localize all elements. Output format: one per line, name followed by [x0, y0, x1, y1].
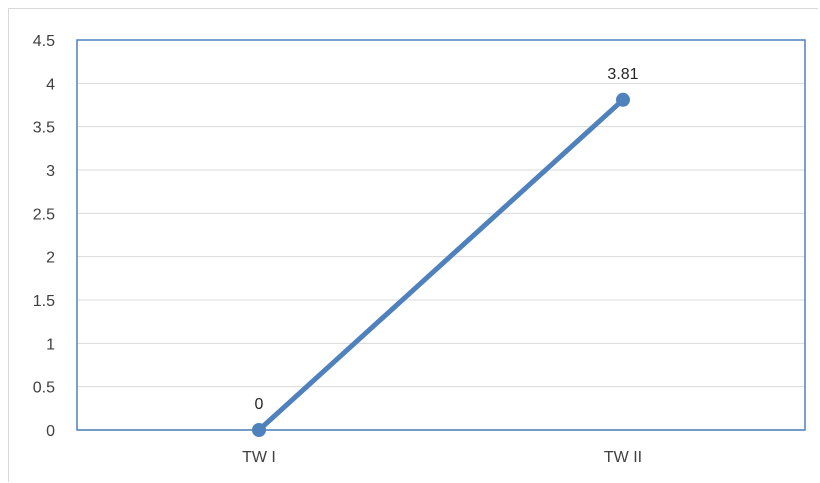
x-tick-label: TW II	[604, 449, 642, 466]
data-label: 3.81	[607, 66, 638, 83]
x-tick-label: TW I	[242, 449, 276, 466]
series-layer	[252, 92, 630, 437]
y-tick-label: 0.5	[33, 380, 55, 397]
plot-area-border	[76, 39, 806, 431]
y-tick-label: 3.5	[33, 120, 55, 137]
data-label: 0	[255, 396, 264, 413]
y-axis-ticks: 0 0.5 1 1.5 2 2.5 3 3.5 4 4.5	[33, 33, 55, 440]
y-tick-label: 2.5	[33, 206, 55, 223]
gridlines	[77, 82, 805, 431]
chart-frame	[8, 8, 818, 482]
y-tick-label: 1	[46, 336, 55, 353]
y-tick-label: 4.5	[33, 33, 55, 50]
data-point	[616, 92, 630, 107]
x-axis-ticks: TW I TW II	[242, 449, 642, 466]
y-tick-label: 4	[46, 76, 55, 93]
y-tick-label: 0	[46, 423, 55, 440]
y-tick-label: 3	[46, 163, 55, 180]
y-tick-label: 1.5	[33, 293, 55, 310]
data-labels: 03.81	[255, 66, 639, 413]
series-line	[256, 97, 626, 433]
data-point	[252, 423, 266, 437]
y-tick-label: 2	[46, 250, 55, 267]
